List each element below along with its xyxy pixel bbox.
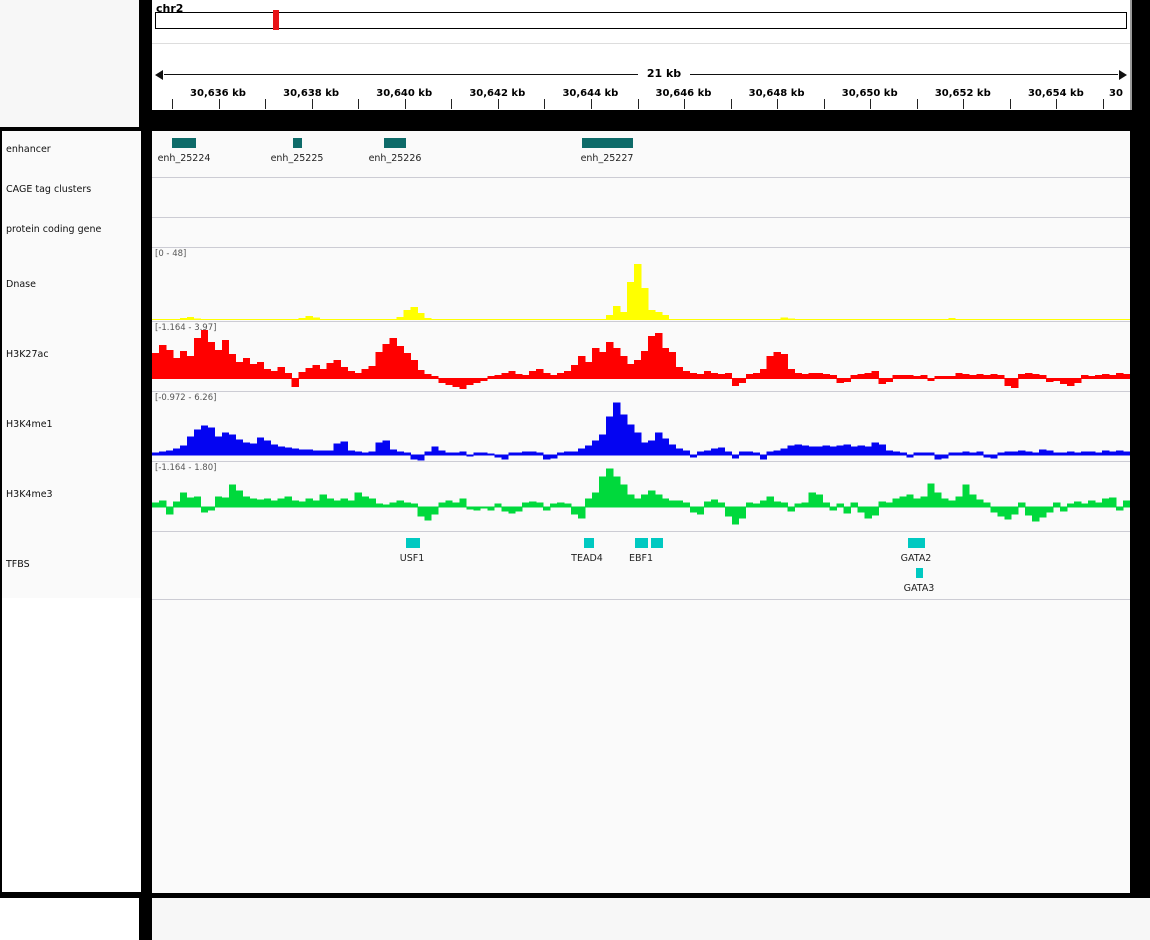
track-data-panel[interactable]: enh_25224 enh_25225 enh_25226 enh_25227 [0 -… xyxy=(152,131,1130,893)
bottom-strip-left xyxy=(0,898,139,940)
ruler-tick-label: 30,650 kb xyxy=(841,88,898,99)
ruler-tick-mark xyxy=(963,99,965,109)
ruler-tick-mark xyxy=(358,99,360,109)
span-arrow-right-icon xyxy=(1119,70,1127,80)
ruler-tick-mark xyxy=(497,99,499,109)
locus-panel: chr2 21 kb 30,636 kb 30,638 kb 30,640 kb 30… xyxy=(152,0,1132,110)
ruler-tick-mark xyxy=(404,99,406,109)
track-range-label: [0 - 48] xyxy=(155,249,187,259)
ruler-tick-mark xyxy=(218,99,220,109)
span-line xyxy=(164,74,638,75)
ruler-tick-label: 30,644 kb xyxy=(562,88,619,99)
tfbs-feature-GATA2[interactable] xyxy=(908,538,925,548)
sidebar-track-label-enhancer[interactable]: enhancer xyxy=(6,144,51,155)
sidebar-track-label-h3k4me3[interactable]: H3K4me3 xyxy=(6,489,53,500)
ruler-tick-label-partial: 30 xyxy=(1109,88,1123,99)
ruler-tick-mark xyxy=(172,99,173,109)
chromosome-name: chr2 xyxy=(156,2,184,15)
sidebar-track-label-h3k4me1[interactable]: H3K4me1 xyxy=(6,419,53,430)
h3k4me3-signal-track[interactable] xyxy=(152,464,1130,534)
track-tfbs[interactable]: USF1 TEAD4 EBF1 GATA2 GATA3 xyxy=(152,532,1130,600)
track-range-label: [-1.164 - 3.97] xyxy=(155,323,217,333)
ruler-tick-mark xyxy=(730,99,732,109)
tfbs-feature-EBF1[interactable] xyxy=(651,538,663,548)
enhancer-feature-label: enh_25225 xyxy=(270,153,324,164)
enhancer-feature-label: enh_25226 xyxy=(368,153,422,164)
tfbs-feature-EBF1[interactable] xyxy=(635,538,648,548)
enhancer-feature-label: enh_25227 xyxy=(580,153,634,164)
track-pcg[interactable] xyxy=(152,218,1130,248)
ruler-tick-label: 30,652 kb xyxy=(934,88,991,99)
enhancer-feature-enh_25227[interactable] xyxy=(582,138,633,148)
panel-separator xyxy=(152,43,1130,44)
ruler-tick-mark xyxy=(311,99,313,109)
enhancer-feature-enh_25226[interactable] xyxy=(384,138,406,148)
sidebar-track-label-dnase[interactable]: Dnase xyxy=(6,279,36,290)
tfbs-feature-label: EBF1 xyxy=(628,553,654,564)
track-h3k27ac[interactable]: [-1.164 - 3.97] xyxy=(152,322,1130,392)
track-h3k4me3[interactable]: [-1.164 - 1.80] xyxy=(152,462,1130,532)
ruler-tick-mark xyxy=(637,99,639,109)
ruler-tick-label: 30,638 kb xyxy=(283,88,340,99)
ruler-tick-label: 30,640 kb xyxy=(376,88,433,99)
tfbs-feature-label: GATA2 xyxy=(900,553,932,564)
enhancer-feature-label: enh_25224 xyxy=(157,153,211,164)
tfbs-feature-GATA3[interactable] xyxy=(916,568,923,578)
top-left-corner xyxy=(0,0,139,127)
h3k4me1-signal-track[interactable] xyxy=(152,394,1130,464)
enhancer-feature-enh_25225[interactable] xyxy=(293,138,302,148)
track-range-label: [-1.164 - 1.80] xyxy=(155,463,217,473)
h3k27ac-signal-track[interactable] xyxy=(152,324,1130,394)
ruler-span: 21 kb xyxy=(152,66,1130,82)
track-name-panel: enhancer CAGE tag clusters protein coding … xyxy=(0,131,141,598)
sidebar-track-label-tfbs[interactable]: TFBS xyxy=(6,559,30,570)
ruler-tick-label: 30,648 kb xyxy=(748,88,805,99)
chromosome-ideogram[interactable] xyxy=(155,10,1127,30)
tfbs-feature-TEAD4[interactable] xyxy=(584,538,594,548)
ruler-tick-mark xyxy=(916,99,918,109)
tfbs-feature-label: USF1 xyxy=(399,553,425,564)
bottom-strip-main xyxy=(152,898,1150,940)
ruler-tick-label: 30,646 kb xyxy=(655,88,712,99)
sidebar-track-label-h3k27ac[interactable]: H3K27ac xyxy=(6,349,49,360)
ruler-tick-label: 30,636 kb xyxy=(190,88,246,99)
dnase-signal-track[interactable] xyxy=(152,250,1130,320)
ruler-tick-label: 30,654 kb xyxy=(1027,88,1084,99)
tfbs-feature-label: TEAD4 xyxy=(571,553,603,564)
ruler-tick-mark xyxy=(777,99,779,109)
ruler-tick-mark xyxy=(1056,99,1058,109)
tfbs-feature-USF1[interactable] xyxy=(406,538,420,548)
ruler-tick-mark xyxy=(1009,99,1011,109)
track-range-label: [-0.972 - 6.26] xyxy=(155,393,217,403)
ruler-tick-mark xyxy=(823,99,825,109)
locus-marker-icon xyxy=(273,10,279,30)
track-dnase[interactable]: [0 - 48] xyxy=(152,248,1130,322)
track-cage[interactable] xyxy=(152,178,1130,218)
ruler-tick-mark xyxy=(265,99,267,109)
ruler-tick-mark xyxy=(544,99,546,109)
track-name-panel-empty xyxy=(0,598,141,892)
ruler-tick-mark xyxy=(1103,99,1104,109)
span-line xyxy=(690,74,1118,75)
ruler-tick-mark xyxy=(590,99,592,109)
ruler-tick-mark xyxy=(684,99,686,109)
sidebar-track-label-cage-tag-clusters[interactable]: CAGE tag clusters xyxy=(6,184,92,195)
enhancer-feature-enh_25224[interactable] xyxy=(172,138,196,148)
tfbs-feature-label: GATA3 xyxy=(903,583,935,594)
panel-divider-vertical xyxy=(139,0,152,940)
ruler-tick-label: 30,642 kb xyxy=(469,88,526,99)
ruler-tick-mark xyxy=(451,99,453,109)
track-h3k4me1[interactable]: [-0.972 - 6.26] xyxy=(152,392,1130,462)
span-size-label: 21 kb xyxy=(639,67,689,80)
span-arrow-left-icon xyxy=(155,70,163,80)
sidebar-track-label-protein-coding-gene[interactable]: protein coding gene xyxy=(6,224,102,235)
track-enhancer[interactable]: enh_25224 enh_25225 enh_25226 enh_25227 xyxy=(152,131,1130,178)
ruler-tick-mark xyxy=(870,99,872,109)
